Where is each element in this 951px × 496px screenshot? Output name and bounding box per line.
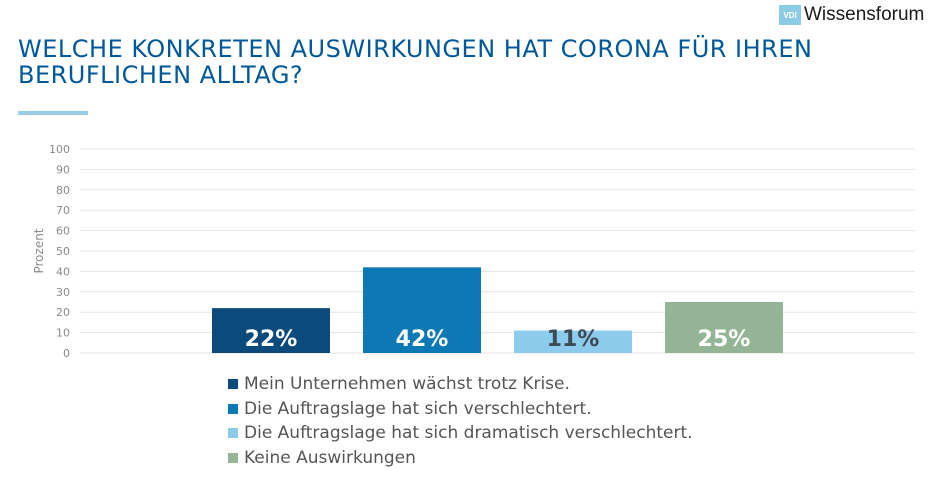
y-tick-label: 10 xyxy=(56,327,70,340)
y-tick-label: 90 xyxy=(56,163,70,176)
bar xyxy=(363,267,481,353)
y-tick-label: 70 xyxy=(56,204,70,217)
bar-value-label: 42% xyxy=(396,327,449,352)
vdi-wissensforum-logo: VDI Wissensforum xyxy=(779,5,924,25)
y-tick-label: 0 xyxy=(63,347,70,360)
bar-chart: 0 10 20 30 40 50 60 70 80 90 100 Prozent 22% 42% 11% 25… xyxy=(32,143,915,360)
bar-value-label: 22% xyxy=(245,327,298,352)
legend-label: Mein Unternehmen wächst trotz Krise. xyxy=(244,374,570,394)
logo-wordmark: Wissensforum xyxy=(804,4,925,25)
bar xyxy=(212,308,330,353)
y-tick-label: 30 xyxy=(56,286,70,299)
y-tick-label: 60 xyxy=(56,225,70,238)
legend-label: Keine Auswirkungen xyxy=(244,447,416,468)
legend-swatch xyxy=(228,403,238,414)
legend-item: Keine Auswirkungen xyxy=(228,446,693,470)
legend-item: Die Auftragslage hat sich dramatisch ver… xyxy=(228,421,693,445)
page-title: WELCHE KONKRETEN AUSWIRKUNGEN HAT CORONA… xyxy=(18,35,813,89)
legend-label: Die Auftragslage hat sich dramatisch ver… xyxy=(244,423,693,443)
legend-swatch xyxy=(228,452,238,463)
legend-swatch xyxy=(228,428,238,438)
y-axis-title: Prozent xyxy=(32,228,46,273)
legend-item: Mein Unternehmen wächst trotz Krise. xyxy=(228,372,693,396)
bar xyxy=(665,302,783,353)
bar-value-label: 25% xyxy=(698,327,751,352)
y-tick-label: 80 xyxy=(56,184,70,197)
title-accent-rule xyxy=(18,111,88,115)
y-tick-label: 50 xyxy=(56,245,70,258)
legend-swatch xyxy=(228,379,238,389)
y-tick-label: 40 xyxy=(56,265,70,278)
legend-label: Die Auftragslage hat sich verschlechtert… xyxy=(244,398,592,419)
y-tick-label: 20 xyxy=(56,306,70,319)
legend-item: Die Auftragslage hat sich verschlechtert… xyxy=(228,397,693,421)
vdi-logo-badge: VDI xyxy=(779,5,801,25)
chart-legend: Mein Unternehmen wächst trotz Krise. Die … xyxy=(228,372,693,470)
bar xyxy=(514,330,632,353)
bar-value-label: 11% xyxy=(547,327,600,352)
y-tick-label: 100 xyxy=(49,143,70,156)
